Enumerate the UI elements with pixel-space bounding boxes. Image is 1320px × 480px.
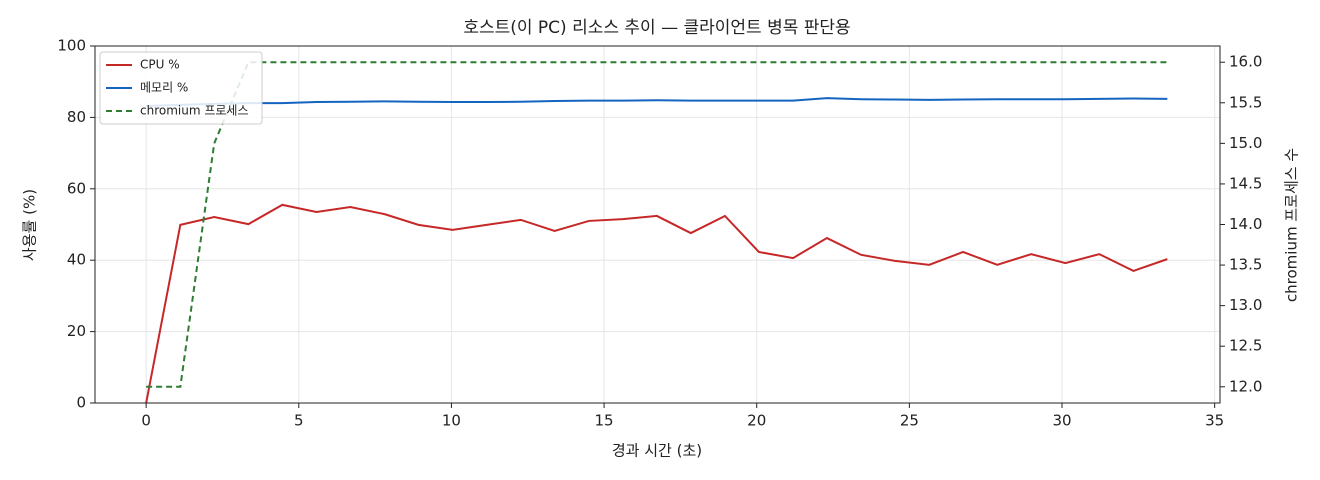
legend-label: CPU % [140, 58, 180, 72]
y2-tick-label: 13.5 [1229, 256, 1262, 274]
x-axis-label: 경과 시간 (초) [612, 442, 702, 460]
y-tick-label: 60 [67, 179, 86, 197]
y2-tick-label: 14.0 [1229, 215, 1262, 233]
x-tick-label: 15 [595, 412, 614, 430]
series-line [145, 203, 1168, 404]
series-line [146, 97, 1168, 107]
x-tick-label: 0 [141, 412, 151, 430]
y2-tick-label: 12.5 [1229, 337, 1262, 355]
y2-tick-label: 12.0 [1229, 377, 1262, 395]
series-line [146, 61, 1168, 388]
x-tick-label: 30 [1052, 412, 1071, 430]
y2-tick-label: 14.5 [1229, 174, 1262, 192]
y2-axis-label: chromium 프로세스 수 [1283, 148, 1301, 302]
y2-tick-label: 15.0 [1229, 134, 1262, 152]
y-tick-label: 0 [76, 394, 86, 412]
legend-label: 메모리 % [140, 81, 188, 95]
y2-tick-label: 13.0 [1229, 296, 1262, 314]
y-tick-label: 40 [67, 251, 86, 269]
chart-title: 호스트(이 PC) 리소스 추이 — 클라이언트 병목 판단용 [463, 18, 850, 38]
x-tick-label: 5 [294, 412, 304, 430]
y-axis-label: 사용률 (%) [21, 189, 39, 261]
y2-tick-label: 15.5 [1229, 93, 1262, 111]
y-tick-label: 100 [57, 37, 86, 55]
x-tick-label: 10 [442, 412, 461, 430]
plot-frame [94, 45, 1221, 404]
x-tick-label: 35 [1205, 412, 1224, 430]
legend-box [99, 51, 263, 125]
y-tick-label: 20 [67, 322, 86, 340]
x-tick-label: 25 [900, 412, 919, 430]
legend-label: chromium 프로세스 [140, 104, 249, 118]
y-tick-label: 80 [67, 108, 86, 126]
x-tick-label: 20 [747, 412, 766, 430]
y2-tick-label: 16.0 [1229, 53, 1262, 71]
